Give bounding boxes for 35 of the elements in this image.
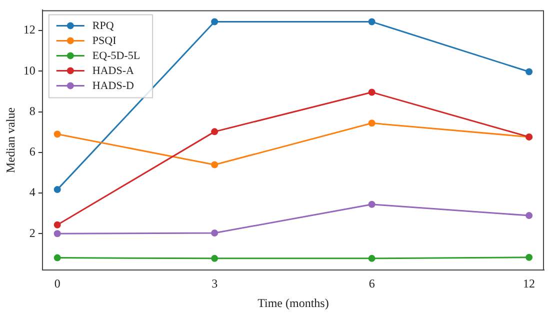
point xyxy=(211,161,218,168)
y-tick-label: 6 xyxy=(29,144,36,159)
point xyxy=(54,254,61,262)
point xyxy=(368,18,376,26)
point xyxy=(526,212,533,220)
x-tick-label: 0 xyxy=(54,276,60,291)
point xyxy=(54,230,61,238)
y-tick-label: 12 xyxy=(23,22,36,37)
point xyxy=(368,88,376,96)
y-tick-label: 2 xyxy=(29,226,36,240)
point xyxy=(526,254,533,261)
point xyxy=(54,186,61,194)
point xyxy=(211,128,218,136)
x-tick-label: 3 xyxy=(212,276,218,291)
point xyxy=(211,18,218,26)
point xyxy=(54,221,61,228)
point xyxy=(211,230,218,237)
y-tick-label: 10 xyxy=(23,63,36,78)
x-tick-label: 6 xyxy=(368,276,375,291)
legend-label: HADS-A xyxy=(92,65,134,78)
point xyxy=(211,254,218,262)
legend-label: EQ-5D-5L xyxy=(92,50,140,62)
x-axis-title: Time (months) xyxy=(258,296,329,310)
y-axis-title: Median value xyxy=(3,107,18,174)
point xyxy=(54,130,61,138)
point xyxy=(368,120,376,127)
point xyxy=(526,68,533,76)
y-tick-label: 4 xyxy=(29,185,36,200)
legend-label: RPQ xyxy=(92,20,114,32)
point xyxy=(368,200,376,208)
y-tick-label: 8 xyxy=(29,104,36,118)
legend-label: PSQI xyxy=(92,35,117,48)
point xyxy=(368,254,376,262)
x-tick-label: 12 xyxy=(523,276,536,291)
legend-label: HADS-D xyxy=(92,80,134,92)
